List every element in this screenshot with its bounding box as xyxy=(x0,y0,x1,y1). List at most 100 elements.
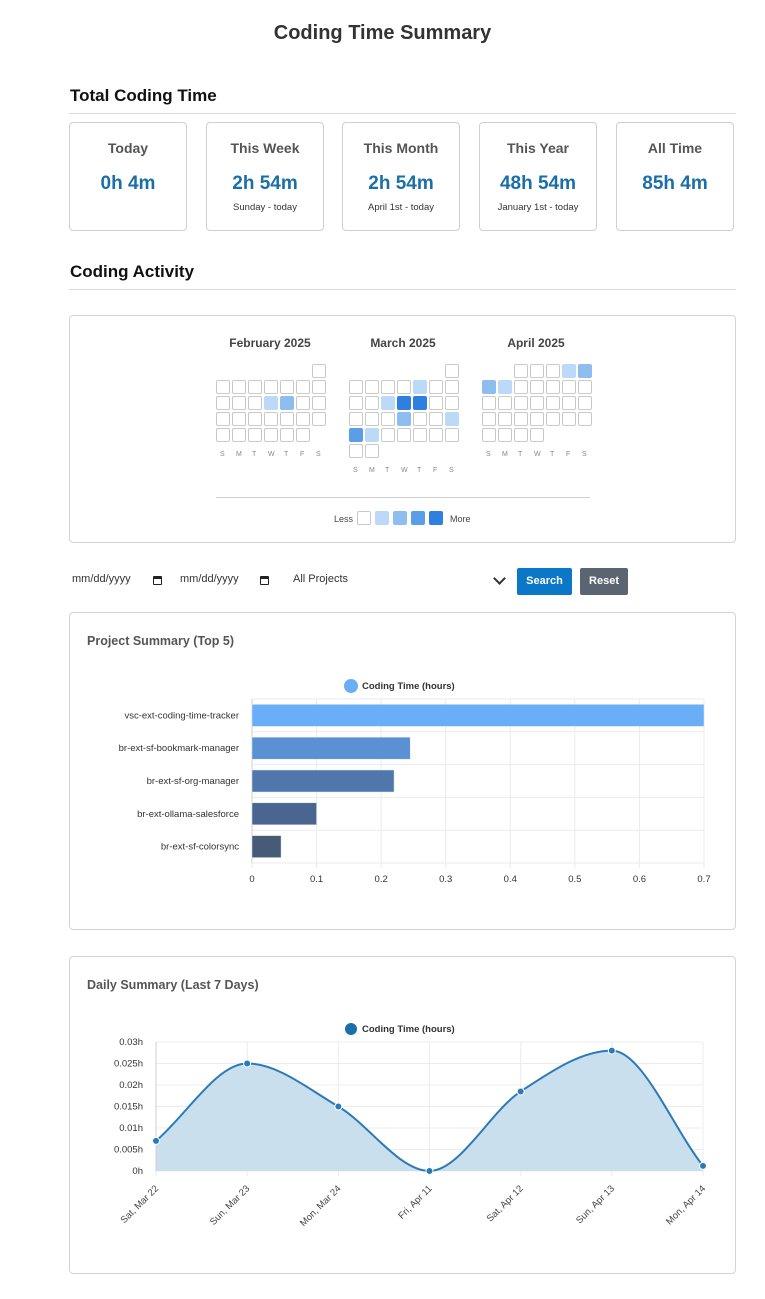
heatmap-day-cell[interactable] xyxy=(498,412,512,426)
heatmap-day-cell[interactable] xyxy=(562,364,576,378)
heatmap-day-cell[interactable] xyxy=(397,396,411,410)
heatmap-day-cell[interactable] xyxy=(248,428,262,442)
heatmap-day-cell[interactable] xyxy=(264,380,278,394)
heatmap-day-cell[interactable] xyxy=(578,396,592,410)
heatmap-day-cell[interactable] xyxy=(312,364,326,378)
heatmap-day-cell[interactable] xyxy=(498,428,512,442)
heatmap-day-cell[interactable] xyxy=(530,396,544,410)
heatmap-day-cell[interactable] xyxy=(546,412,560,426)
heatmap-day-cell[interactable] xyxy=(498,380,512,394)
heatmap-day-cell[interactable] xyxy=(429,380,443,394)
heatmap-day-cell[interactable] xyxy=(546,396,560,410)
heatmap-day-cell[interactable] xyxy=(514,380,528,394)
date-to-input[interactable]: mm/dd/yyyy xyxy=(180,573,239,591)
heatmap-day-cell[interactable] xyxy=(578,380,592,394)
heatmap-day-cell[interactable] xyxy=(562,380,576,394)
heatmap-day-cell[interactable] xyxy=(397,380,411,394)
heatmap-day-cell[interactable] xyxy=(312,396,326,410)
heatmap-day-cell[interactable] xyxy=(264,396,278,410)
stat-value: 2h 54m xyxy=(368,173,434,194)
heatmap-day-cell[interactable] xyxy=(482,396,496,410)
heatmap-day-cell[interactable] xyxy=(514,396,528,410)
heatmap-day-cell[interactable] xyxy=(248,380,262,394)
heatmap-day-cell[interactable] xyxy=(232,428,246,442)
heatmap-day-cell[interactable] xyxy=(349,412,363,426)
heatmap-day-cell[interactable] xyxy=(349,428,363,442)
project-select[interactable]: All Projects xyxy=(293,573,508,585)
heatmap-day-cell[interactable] xyxy=(562,396,576,410)
heatmap-day-cell[interactable] xyxy=(546,380,560,394)
heatmap-day-cell[interactable] xyxy=(264,428,278,442)
heatmap-day-cell[interactable] xyxy=(280,380,294,394)
heatmap-day-cell[interactable] xyxy=(349,380,363,394)
heatmap-day-cell[interactable] xyxy=(445,396,459,410)
heatmap-day-cell[interactable] xyxy=(381,396,395,410)
heatmap-day-cell[interactable] xyxy=(429,412,443,426)
heatmap-day-cell[interactable] xyxy=(413,428,427,442)
legend-label: Coding Time (hours) xyxy=(362,681,455,692)
heatmap-day-cell[interactable] xyxy=(248,412,262,426)
heatmap-day-cell[interactable] xyxy=(349,396,363,410)
heatmap-day-cell[interactable] xyxy=(381,412,395,426)
heatmap-day-cell[interactable] xyxy=(445,364,459,378)
heatmap-day-cell[interactable] xyxy=(264,412,278,426)
heatmap-day-cell[interactable] xyxy=(445,412,459,426)
heatmap-day-cell[interactable] xyxy=(296,412,310,426)
heatmap-day-cell[interactable] xyxy=(514,412,528,426)
search-button[interactable]: Search xyxy=(517,568,572,595)
date-from-input[interactable]: mm/dd/yyyy xyxy=(72,573,131,591)
heatmap-day-cell[interactable] xyxy=(413,396,427,410)
heatmap-day-cell[interactable] xyxy=(482,380,496,394)
heatmap-day-cell[interactable] xyxy=(397,412,411,426)
heatmap-day-cell[interactable] xyxy=(296,380,310,394)
heatmap-day-cell[interactable] xyxy=(312,380,326,394)
heatmap-day-cell[interactable] xyxy=(413,380,427,394)
heatmap-day-cell[interactable] xyxy=(232,396,246,410)
heatmap-day-cell[interactable] xyxy=(498,396,512,410)
divider xyxy=(69,113,736,114)
heatmap-day-cell[interactable] xyxy=(232,380,246,394)
reset-button[interactable]: Reset xyxy=(580,568,628,595)
heatmap-day-cell[interactable] xyxy=(365,396,379,410)
heatmap-day-cell[interactable] xyxy=(312,412,326,426)
heatmap-day-cell[interactable] xyxy=(445,380,459,394)
heatmap-day-cell[interactable] xyxy=(349,444,363,458)
heatmap-day-cell[interactable] xyxy=(482,428,496,442)
heatmap-day-cell[interactable] xyxy=(445,428,459,442)
calendar-icon[interactable] xyxy=(153,576,162,585)
heatmap-day-cell[interactable] xyxy=(365,412,379,426)
weekday-label: W xyxy=(534,451,541,458)
heatmap-day-cell[interactable] xyxy=(216,380,230,394)
heatmap-day-cell[interactable] xyxy=(530,380,544,394)
heatmap-day-cell[interactable] xyxy=(296,396,310,410)
heatmap-day-cell[interactable] xyxy=(530,412,544,426)
heatmap-day-cell[interactable] xyxy=(365,380,379,394)
heatmap-day-cell[interactable] xyxy=(365,428,379,442)
heatmap-day-cell[interactable] xyxy=(381,428,395,442)
heatmap-day-cell[interactable] xyxy=(216,396,230,410)
heatmap-day-cell[interactable] xyxy=(530,428,544,442)
heatmap-day-cell[interactable] xyxy=(280,412,294,426)
heatmap-day-cell[interactable] xyxy=(562,412,576,426)
heatmap-day-cell[interactable] xyxy=(397,428,411,442)
heatmap-day-cell[interactable] xyxy=(429,428,443,442)
heatmap-day-cell[interactable] xyxy=(365,444,379,458)
heatmap-day-cell[interactable] xyxy=(514,364,528,378)
heatmap-day-cell[interactable] xyxy=(578,364,592,378)
heatmap-day-cell[interactable] xyxy=(381,380,395,394)
heatmap-day-cell[interactable] xyxy=(280,428,294,442)
heatmap-day-cell[interactable] xyxy=(248,396,262,410)
heatmap-day-cell[interactable] xyxy=(578,412,592,426)
heatmap-day-cell[interactable] xyxy=(546,364,560,378)
calendar-icon[interactable] xyxy=(260,576,269,585)
heatmap-day-cell[interactable] xyxy=(296,428,310,442)
heatmap-day-cell[interactable] xyxy=(232,412,246,426)
heatmap-day-cell[interactable] xyxy=(530,364,544,378)
heatmap-day-cell[interactable] xyxy=(216,428,230,442)
heatmap-day-cell[interactable] xyxy=(514,428,528,442)
heatmap-day-cell[interactable] xyxy=(429,396,443,410)
heatmap-day-cell[interactable] xyxy=(280,396,294,410)
heatmap-day-cell[interactable] xyxy=(482,412,496,426)
heatmap-day-cell[interactable] xyxy=(216,412,230,426)
heatmap-day-cell[interactable] xyxy=(413,412,427,426)
